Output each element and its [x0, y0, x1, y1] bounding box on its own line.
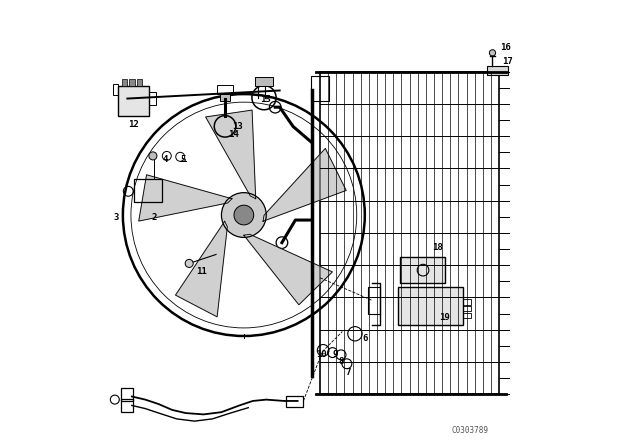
Circle shape [490, 50, 495, 56]
Bar [129, 79, 134, 86]
Text: 10: 10 [316, 350, 326, 359]
Polygon shape [175, 221, 227, 317]
Text: 2: 2 [152, 213, 157, 222]
Text: 4: 4 [163, 155, 168, 164]
Circle shape [234, 205, 253, 225]
Circle shape [221, 193, 266, 237]
Bar [463, 306, 472, 311]
Bar [287, 396, 303, 407]
Polygon shape [205, 110, 256, 199]
Text: 11: 11 [196, 267, 207, 276]
Text: 7: 7 [345, 368, 351, 377]
Bar [217, 85, 233, 94]
Text: 14: 14 [228, 130, 239, 139]
Bar [463, 299, 472, 305]
Text: 12: 12 [128, 120, 138, 129]
Bar [486, 66, 508, 75]
Bar [121, 399, 133, 412]
Text: 6: 6 [362, 334, 367, 343]
Bar [137, 79, 142, 86]
Text: 9: 9 [333, 350, 339, 359]
Text: 18: 18 [432, 243, 443, 252]
Text: 8: 8 [339, 358, 344, 366]
Bar [398, 287, 463, 325]
Polygon shape [244, 234, 332, 305]
Circle shape [149, 152, 157, 160]
Bar [118, 86, 149, 116]
Bar [113, 84, 118, 95]
Text: 15: 15 [260, 95, 271, 104]
Bar [463, 313, 472, 318]
Text: 3: 3 [113, 213, 119, 222]
Polygon shape [139, 175, 232, 221]
Polygon shape [263, 148, 346, 221]
Text: 13: 13 [232, 122, 243, 131]
Bar [134, 179, 162, 202]
Bar [121, 388, 133, 401]
Text: 17: 17 [502, 57, 513, 66]
Bar [369, 287, 380, 314]
Bar [255, 77, 273, 86]
Text: 16: 16 [500, 43, 511, 52]
Text: 19: 19 [439, 313, 450, 322]
Text: C0303789: C0303789 [452, 426, 488, 435]
Bar [220, 94, 230, 101]
Bar [122, 79, 127, 86]
Bar [149, 92, 156, 105]
Text: 5: 5 [180, 155, 186, 164]
Circle shape [185, 259, 193, 267]
Bar [400, 257, 445, 283]
Bar [311, 76, 329, 101]
Bar [320, 72, 499, 394]
